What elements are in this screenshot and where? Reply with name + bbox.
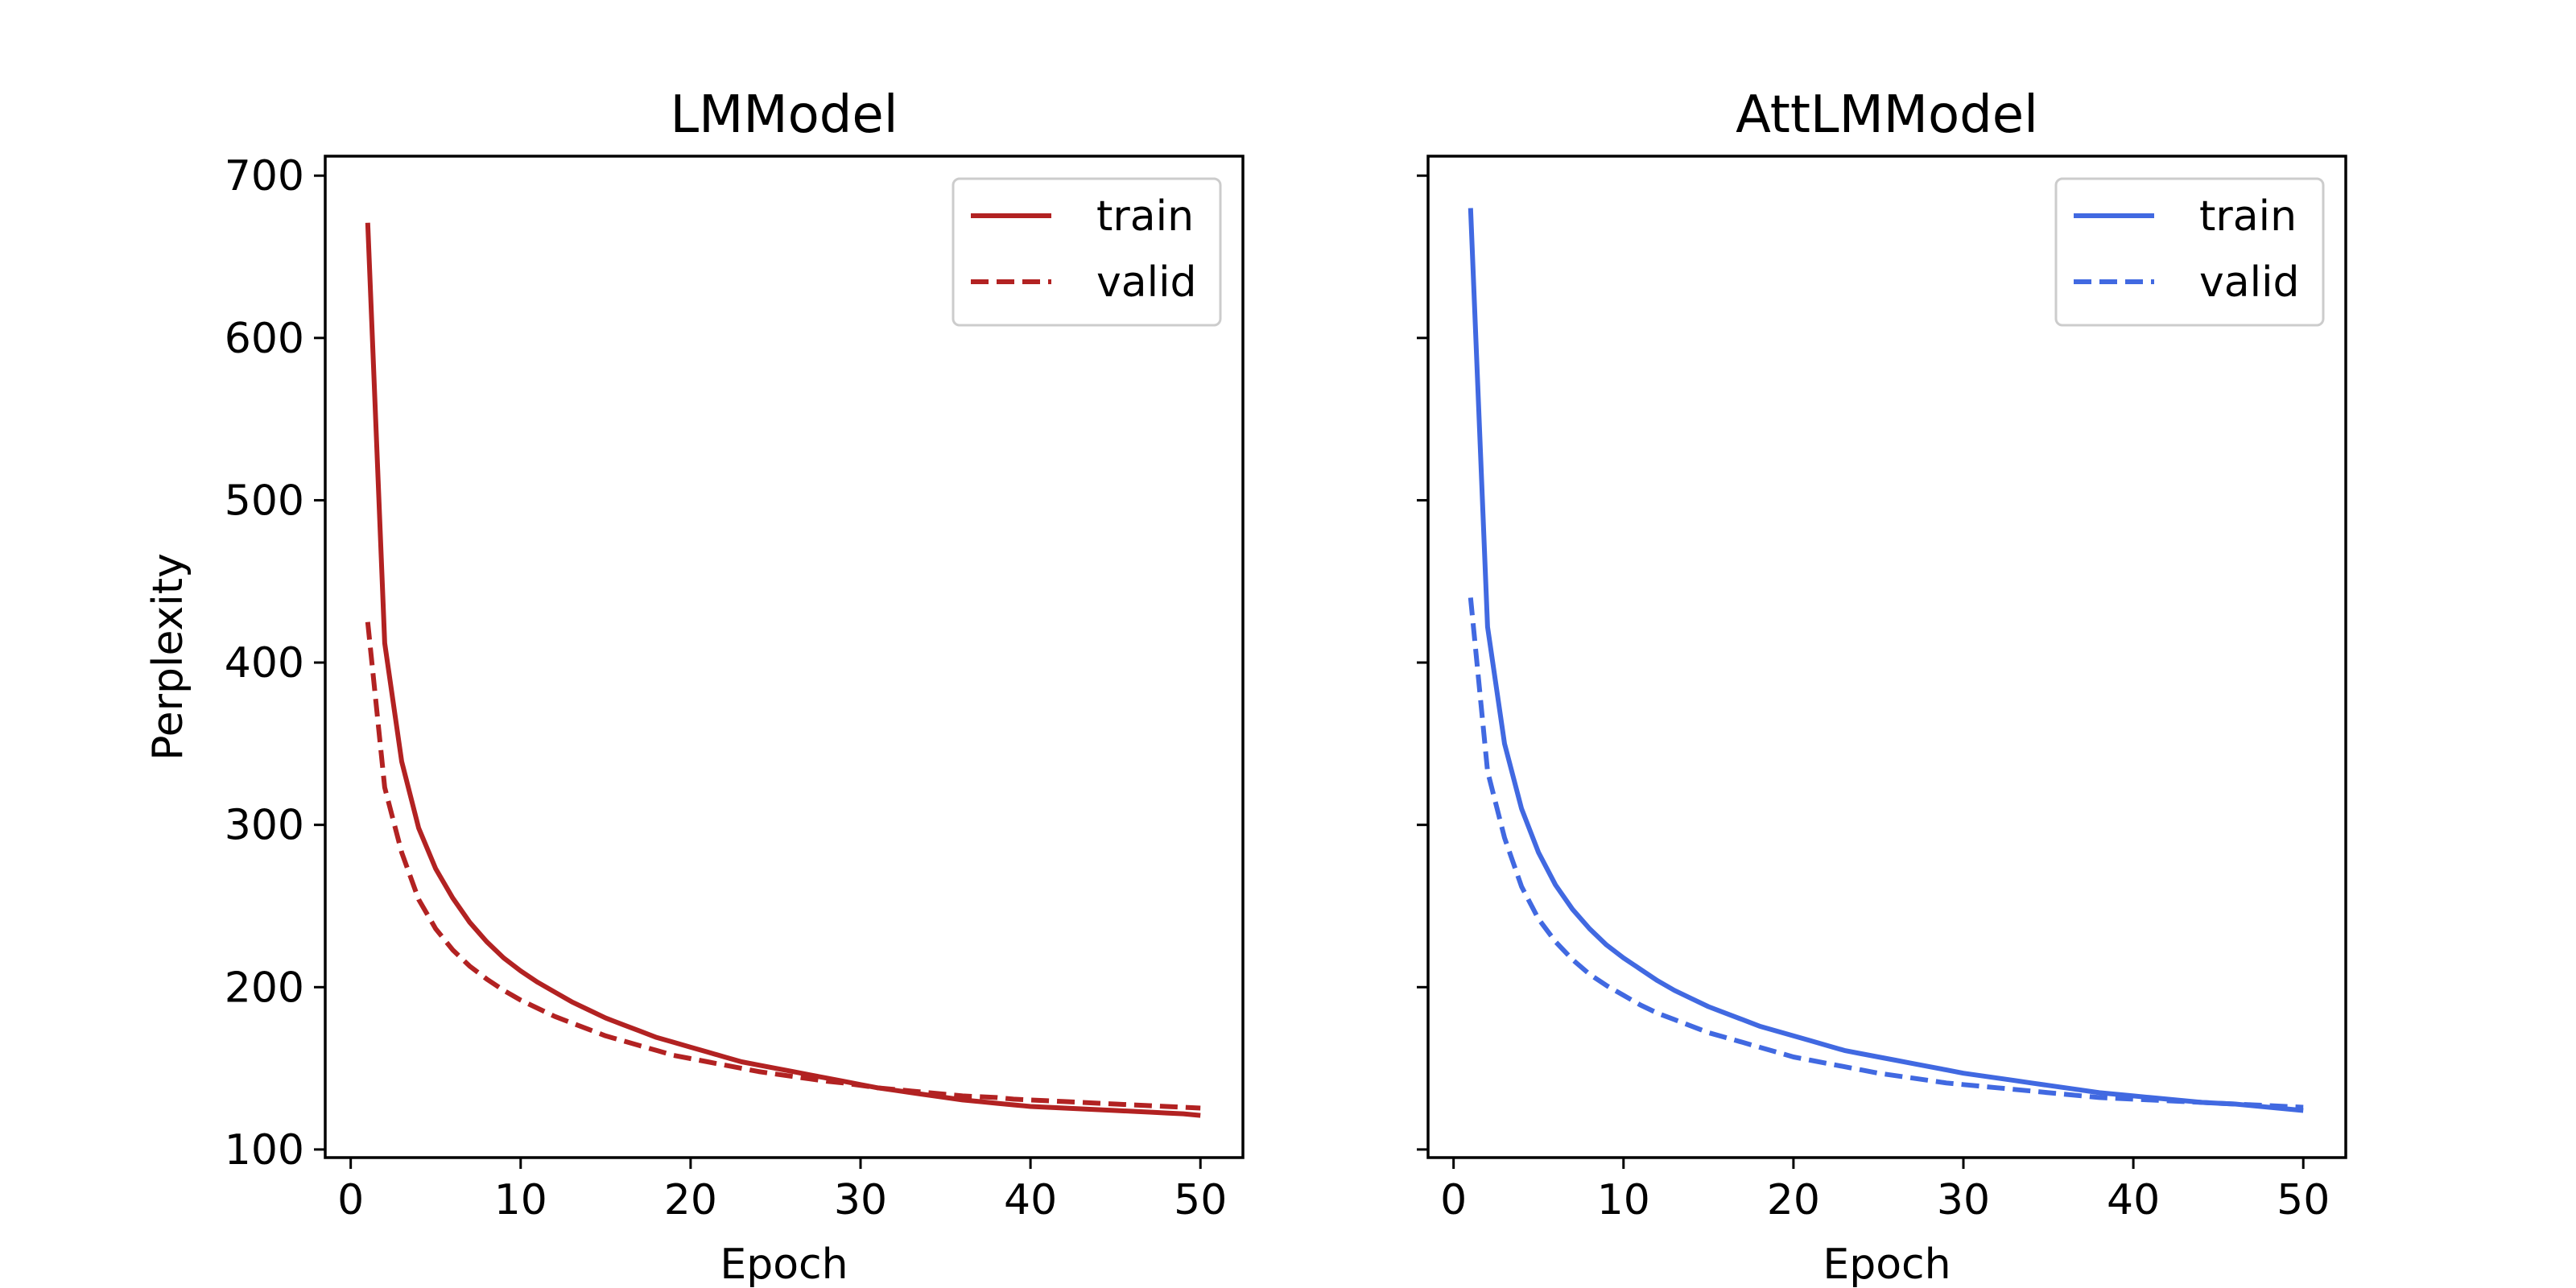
x-axis-label: Epoch: [720, 1241, 848, 1288]
x-tick-label: 20: [1767, 1176, 1820, 1224]
x-tick-label: 10: [494, 1176, 547, 1224]
x-axis-label: Epoch: [1823, 1241, 1951, 1288]
x-tick-label: 20: [664, 1176, 717, 1224]
x-tick-label: 0: [1440, 1176, 1467, 1224]
chart-panel-attlmmodel: 0 10 20 30 40 50 AttLMModel Epoch train valid: [1417, 85, 2347, 1288]
legend-label-valid: valid: [2199, 258, 2300, 307]
x-tick-label: 0: [337, 1176, 364, 1224]
y-tick-label: 600: [225, 315, 304, 363]
series-line-train: [365, 222, 1201, 1118]
series-line-valid: [1468, 597, 2304, 1110]
chart-title: AttLMModel: [1736, 85, 2038, 145]
x-tick-label: 50: [1174, 1176, 1227, 1224]
legend-label-valid: valid: [1096, 258, 1197, 307]
x-tick-label: 30: [834, 1176, 887, 1224]
x-tick-label: 40: [1004, 1176, 1057, 1224]
y-tick-label: 200: [225, 964, 304, 1012]
y-tick-label: 400: [225, 639, 304, 687]
x-tick-label: 30: [1937, 1176, 1990, 1224]
chart-panel-lmmodel: 0 10 20 30 40 50 100 200 300 400 500 600 700 LMModel E…: [144, 85, 1245, 1288]
series-line-train: [1468, 208, 2304, 1113]
series-line-valid: [365, 621, 1201, 1111]
x-tick-label: 50: [2277, 1176, 2330, 1224]
x-tick-label: 10: [1597, 1176, 1650, 1224]
x-tick-label: 40: [2107, 1176, 2160, 1224]
legend: train valid: [2054, 177, 2325, 327]
y-tick-label: 700: [225, 152, 304, 200]
axes-frame: [324, 155, 1245, 1159]
y-tick-label: 300: [225, 802, 304, 850]
chart-title: LMModel: [670, 85, 898, 145]
y-axis-label: Perplexity: [144, 553, 192, 761]
legend-label-train: train: [1096, 192, 1194, 241]
y-tick-label: 100: [225, 1126, 304, 1174]
y-tick-label: 500: [225, 477, 304, 525]
legend: train valid: [952, 177, 1222, 327]
axes-frame: [1426, 155, 2347, 1159]
legend-label-train: train: [2199, 192, 2297, 241]
